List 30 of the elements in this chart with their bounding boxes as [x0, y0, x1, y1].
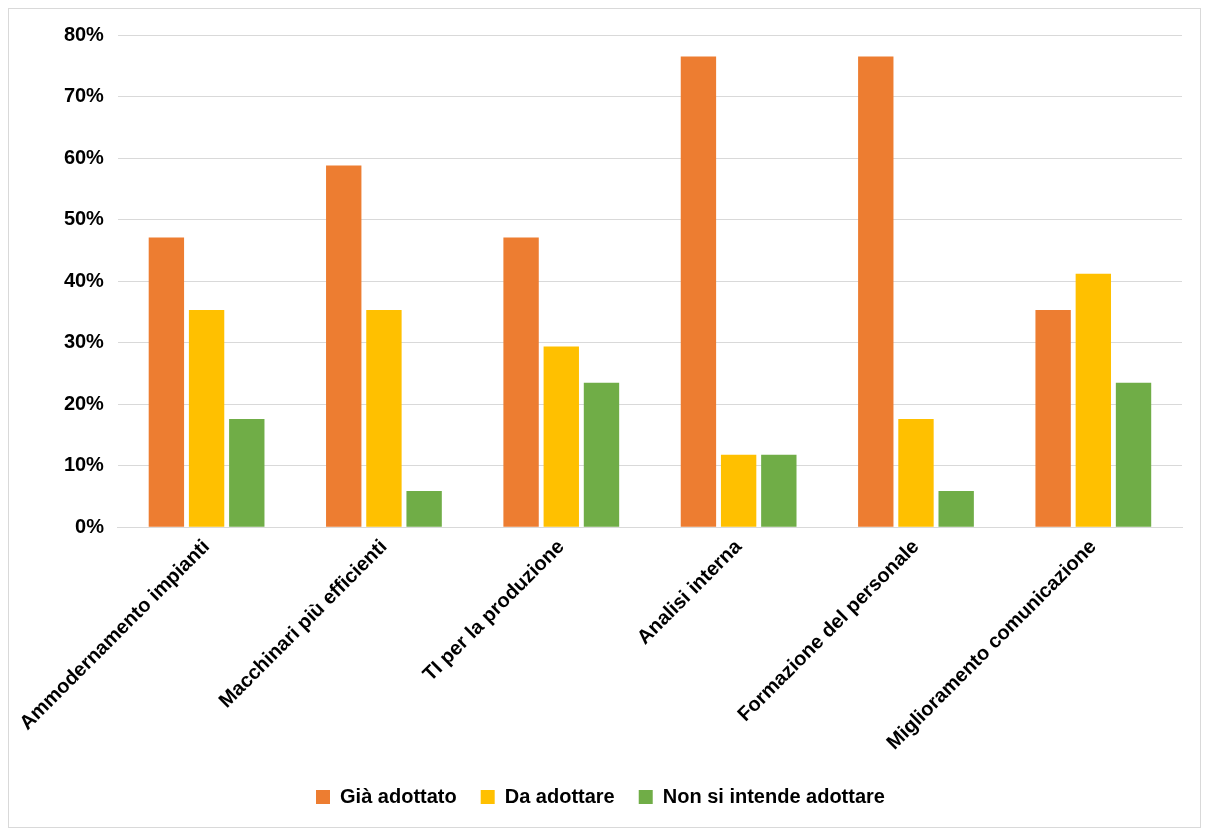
bar	[898, 419, 934, 527]
bar	[720, 454, 757, 527]
bar	[229, 419, 265, 527]
y-tick-label: 10%	[63, 453, 105, 476]
bar	[188, 310, 225, 527]
bar	[1075, 273, 1112, 527]
y-tick-label: 50%	[63, 207, 105, 230]
legend-label: Non si intende adottare	[662, 784, 885, 807]
bar	[406, 491, 442, 527]
y-tick-label: 40%	[63, 268, 105, 291]
y-tick-label: 20%	[63, 391, 105, 414]
bar	[583, 382, 620, 527]
bar	[1035, 310, 1071, 527]
bar	[543, 346, 579, 527]
bar	[503, 237, 539, 527]
y-tick-label: 60%	[63, 145, 105, 168]
bar	[148, 237, 185, 527]
bar	[326, 165, 362, 527]
legend-label: Già adottato	[340, 784, 457, 807]
bar	[938, 491, 974, 527]
y-tick-label: 70%	[63, 84, 105, 107]
bar	[680, 56, 717, 527]
y-tick-label: 0%	[75, 514, 105, 537]
y-tick-label: 80%	[63, 22, 105, 45]
bar	[366, 310, 402, 527]
y-tick-label: 30%	[63, 330, 105, 353]
bar	[1115, 382, 1152, 527]
bar	[761, 454, 797, 527]
legend-label: Da adottare	[504, 784, 615, 807]
bar	[858, 56, 894, 527]
